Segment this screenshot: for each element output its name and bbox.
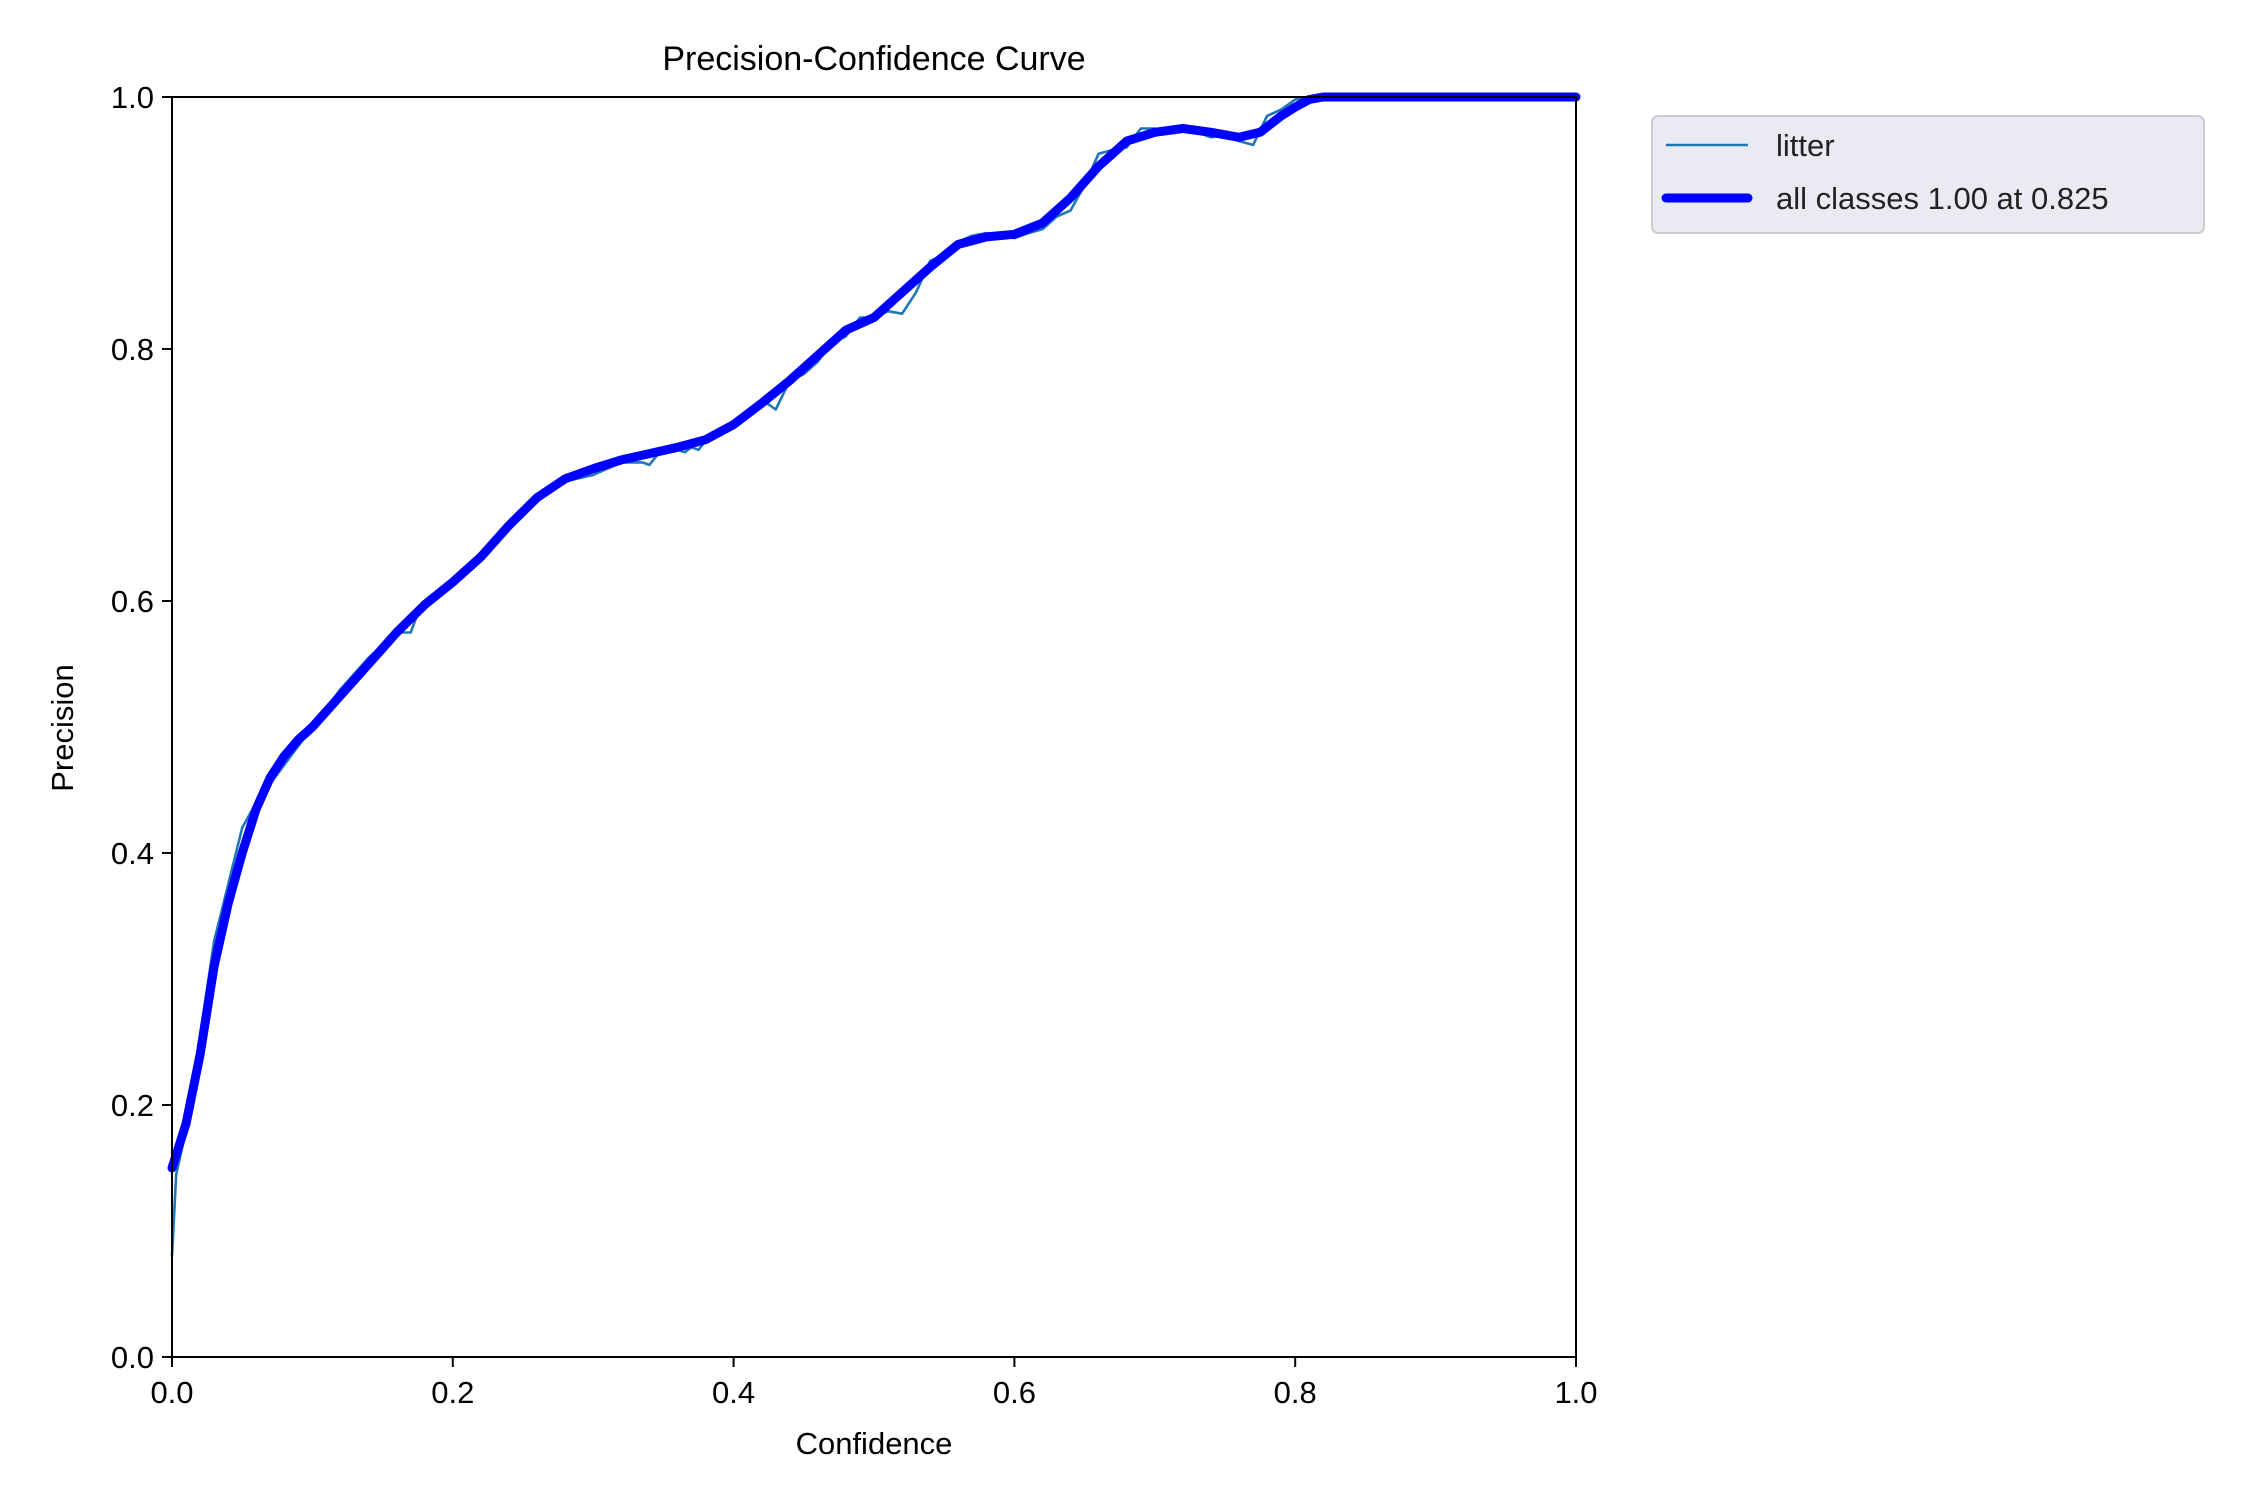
y-tick-label: 0.2	[111, 1088, 154, 1123]
legend-label-all-classes: all classes 1.00 at 0.825	[1776, 181, 2109, 216]
x-tick-label: 0.4	[712, 1375, 755, 1410]
axes-frame	[171, 96, 1577, 1358]
legend-box	[1651, 115, 2205, 234]
plot-area	[172, 97, 1576, 1357]
legend: litter all classes 1.00 at 0.825	[1651, 115, 2205, 234]
y-tick-label: 1.0	[111, 80, 154, 115]
y-tick-label: 0.4	[111, 836, 154, 871]
x-tick-label: 1.0	[1554, 1375, 1597, 1410]
x-tick-label: 0.2	[431, 1375, 474, 1410]
plot-series	[167, 92, 1581, 1257]
y-axis-ticks: 0.0 0.2 0.4 0.6 0.8 1.0	[111, 80, 172, 1375]
series-line-all-classes	[167, 92, 1581, 1173]
x-axis-label: Confidence	[796, 1426, 953, 1461]
chart-title: Precision-Confidence Curve	[662, 40, 1085, 78]
legend-label-litter: litter	[1776, 128, 1835, 163]
y-axis-label: Precision	[45, 664, 80, 792]
y-tick-label: 0.8	[111, 332, 154, 367]
x-axis-ticks: 0.0 0.2 0.4 0.6 0.8 1.0	[150, 1357, 1598, 1410]
y-tick-label: 0.0	[111, 1340, 154, 1375]
x-tick-label: 0.6	[993, 1375, 1036, 1410]
x-tick-label: 0.0	[150, 1375, 193, 1410]
y-tick-label: 0.6	[111, 584, 154, 619]
x-tick-label: 0.8	[1274, 1375, 1317, 1410]
